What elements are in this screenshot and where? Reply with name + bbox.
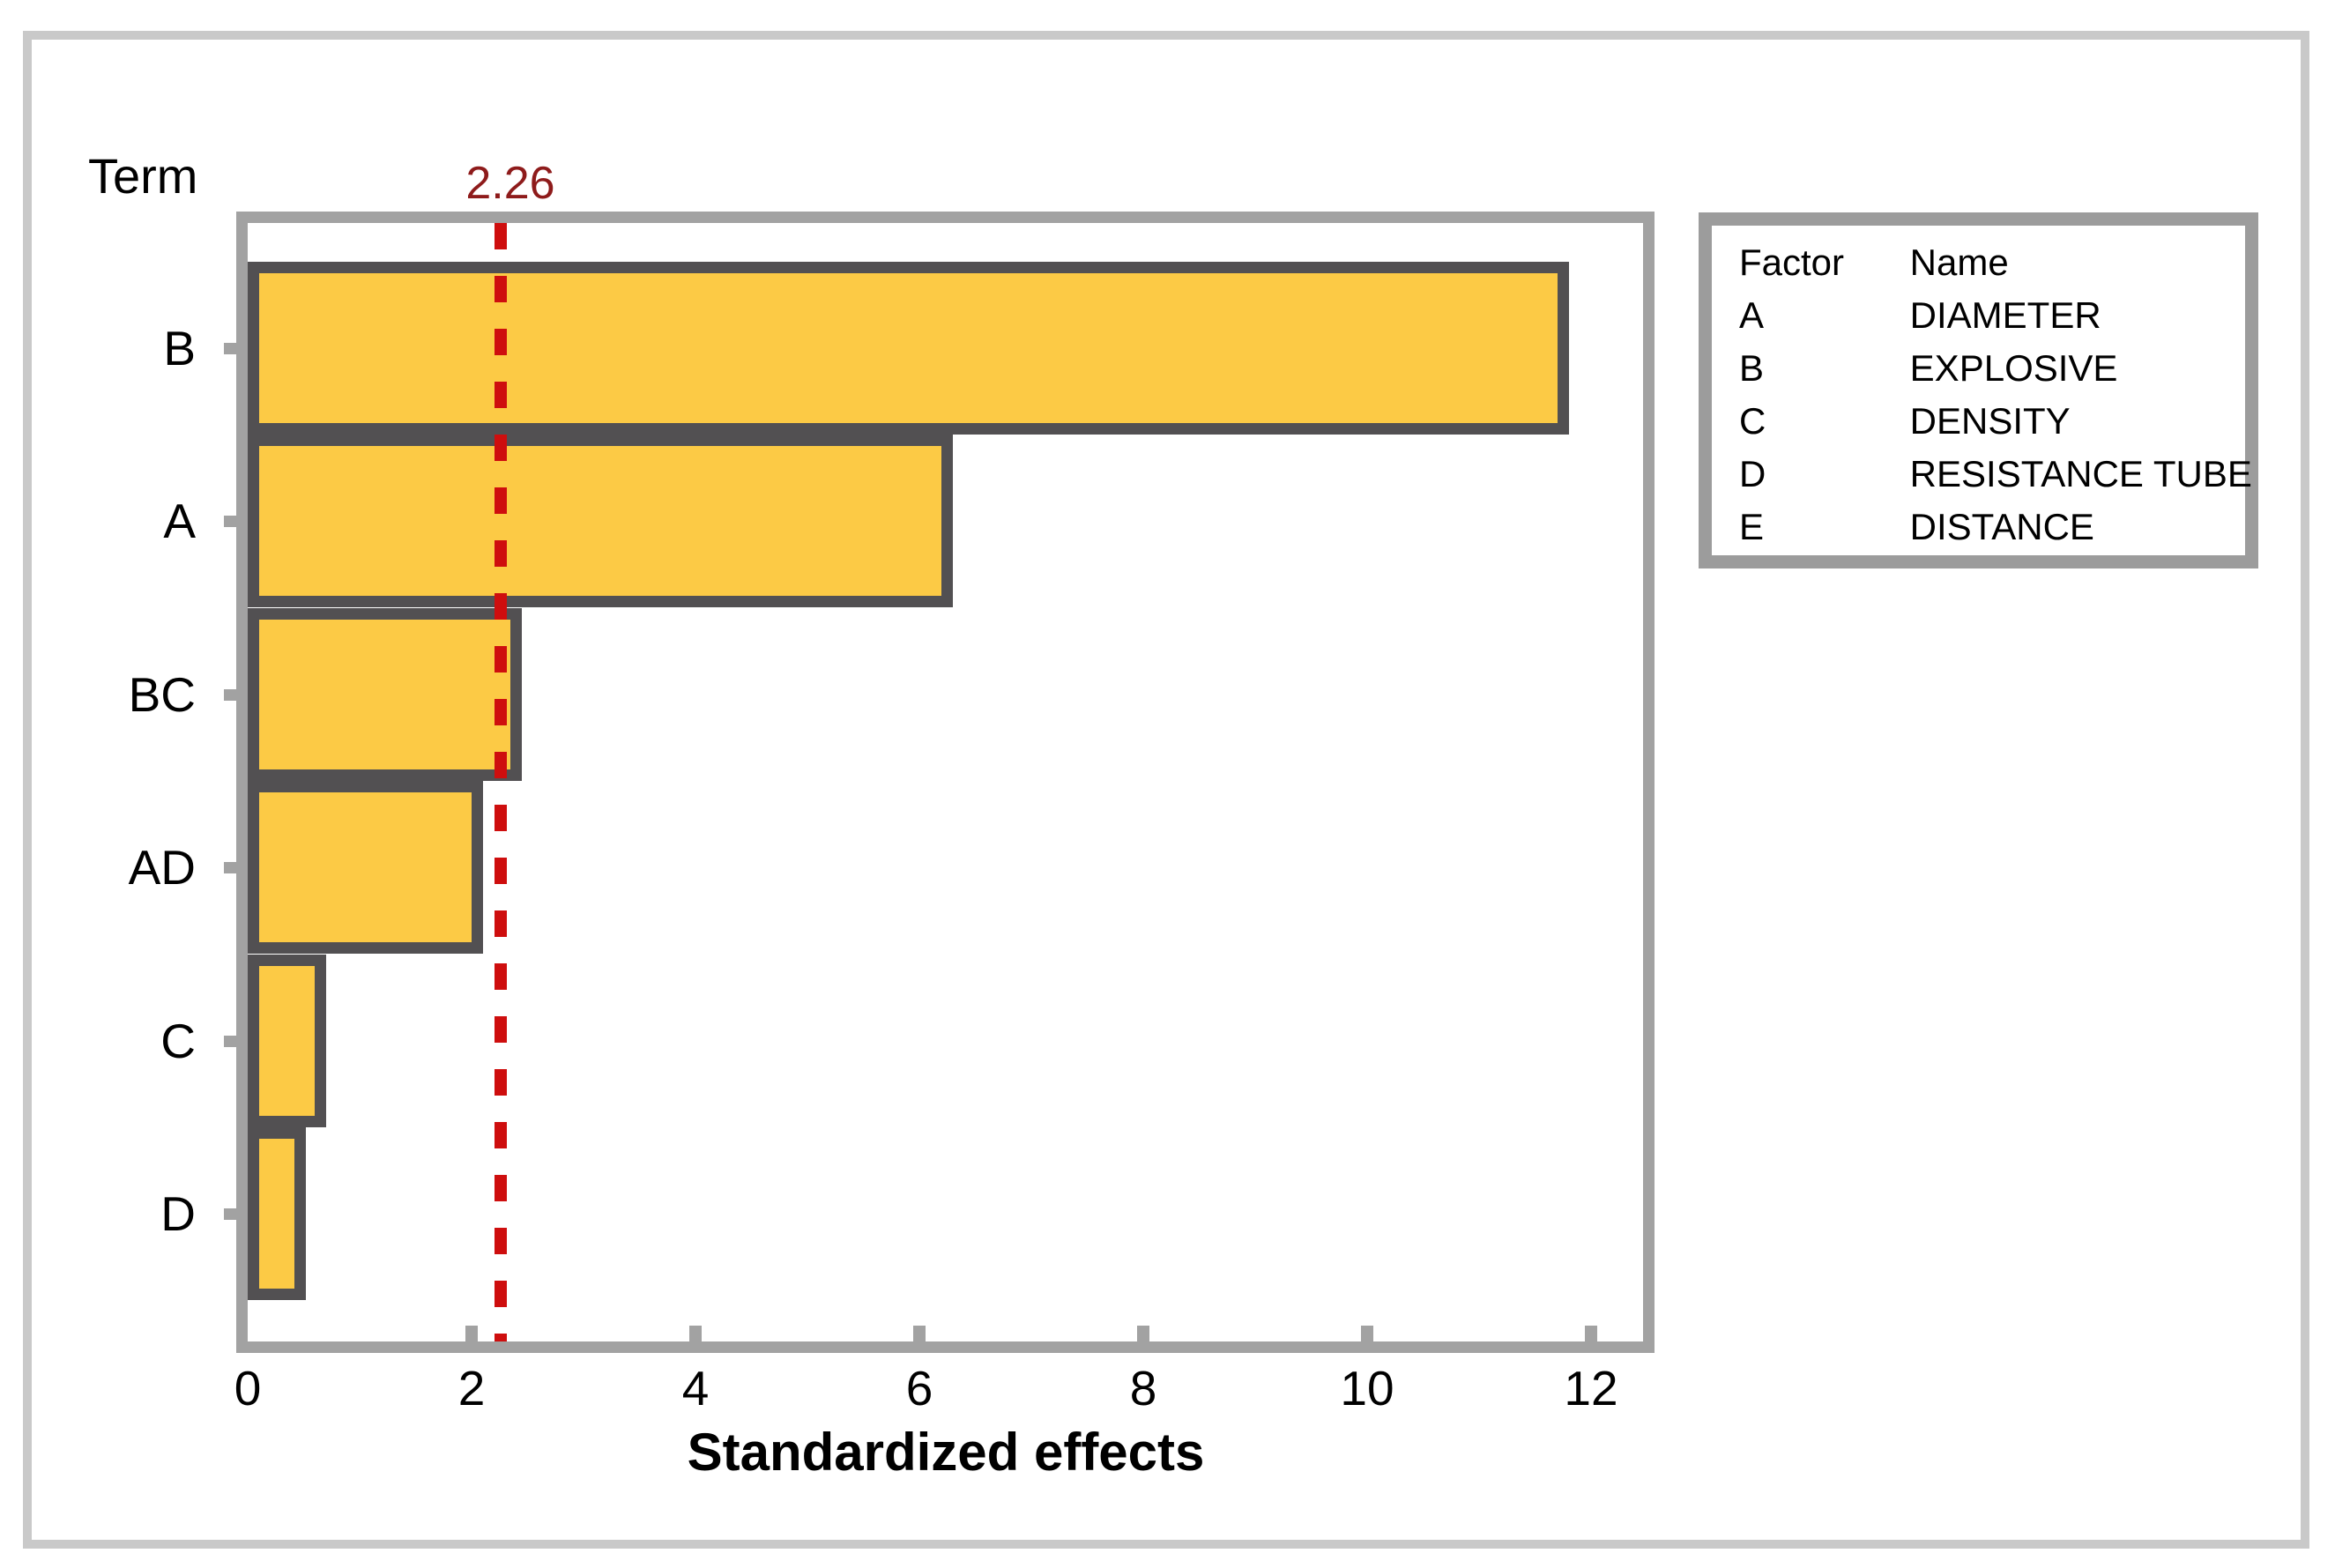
y-tick-mark: [224, 1208, 237, 1220]
legend-row: D RESISTANCE TUBE: [1739, 448, 2252, 501]
y-category-label: BC: [128, 667, 196, 722]
y-category-label: AD: [128, 840, 196, 895]
legend-header-name: Name: [1909, 242, 2009, 283]
x-tick-label: 8: [1129, 1361, 1157, 1416]
factor-legend: Factor Name A DIAMETER B EXPLOSIVE C DEN…: [1699, 212, 2258, 568]
legend-row: C DENSITY: [1739, 395, 2245, 448]
y-category-label: B: [163, 321, 196, 375]
plot-area: [248, 223, 1643, 1341]
reference-line-value-label: 2.26: [465, 158, 555, 209]
legend-factor-name: DISTANCE: [1909, 506, 2094, 547]
legend-factor-name: EXPLOSIVE: [1909, 347, 2118, 389]
y-category-label: A: [163, 494, 196, 548]
legend-row: A DIAMETER: [1739, 289, 2245, 342]
y-tick-mark: [224, 689, 237, 701]
x-tick-mark: [689, 1326, 702, 1341]
y-axis-title: Term: [88, 148, 198, 204]
x-tick-mark: [1585, 1326, 1597, 1341]
legend-factor-name: DIAMETER: [1909, 294, 2101, 336]
x-tick-mark: [465, 1326, 478, 1341]
x-tick-label: 0: [234, 1361, 262, 1416]
x-axis-title: Standardized effects: [687, 1423, 1205, 1482]
reference-line: [495, 223, 507, 1341]
x-tick-mark: [913, 1326, 926, 1341]
legend-row: E DISTANCE: [1739, 501, 2245, 554]
legend-factor-code: D: [1739, 453, 1766, 494]
legend-factor-code: E: [1739, 506, 1765, 547]
x-tick-label: 4: [681, 1361, 710, 1416]
y-tick-mark: [224, 516, 237, 527]
bar-b: [248, 262, 1569, 435]
y-category-label: D: [160, 1186, 196, 1241]
x-tick-label: 2: [457, 1361, 486, 1416]
bar-d: [248, 1127, 306, 1300]
legend-factor-name: RESISTANCE TUBE: [1909, 453, 2252, 494]
bar-a: [248, 435, 953, 607]
bar-c: [248, 955, 326, 1127]
legend-factor-code: C: [1739, 400, 1766, 442]
bar-bc: [248, 608, 522, 781]
bar-ad: [248, 781, 483, 954]
legend-header-factor: Factor: [1739, 242, 1845, 283]
legend-factor-code: A: [1739, 294, 1765, 336]
x-tick-label: 6: [905, 1361, 933, 1416]
y-category-label: C: [160, 1014, 196, 1068]
y-tick-mark: [224, 862, 237, 873]
x-tick-label: 12: [1564, 1361, 1618, 1416]
legend-row: B EXPLOSIVE: [1739, 342, 2245, 395]
legend-factor-code: B: [1739, 347, 1765, 389]
x-tick-mark: [1137, 1326, 1149, 1341]
x-tick-label: 10: [1340, 1361, 1394, 1416]
legend-header-row: Factor Name: [1739, 236, 2245, 289]
x-tick-mark: [1361, 1326, 1373, 1341]
y-tick-mark: [224, 1036, 237, 1047]
legend-factor-name: DENSITY: [1909, 400, 2071, 442]
y-tick-mark: [224, 343, 237, 354]
